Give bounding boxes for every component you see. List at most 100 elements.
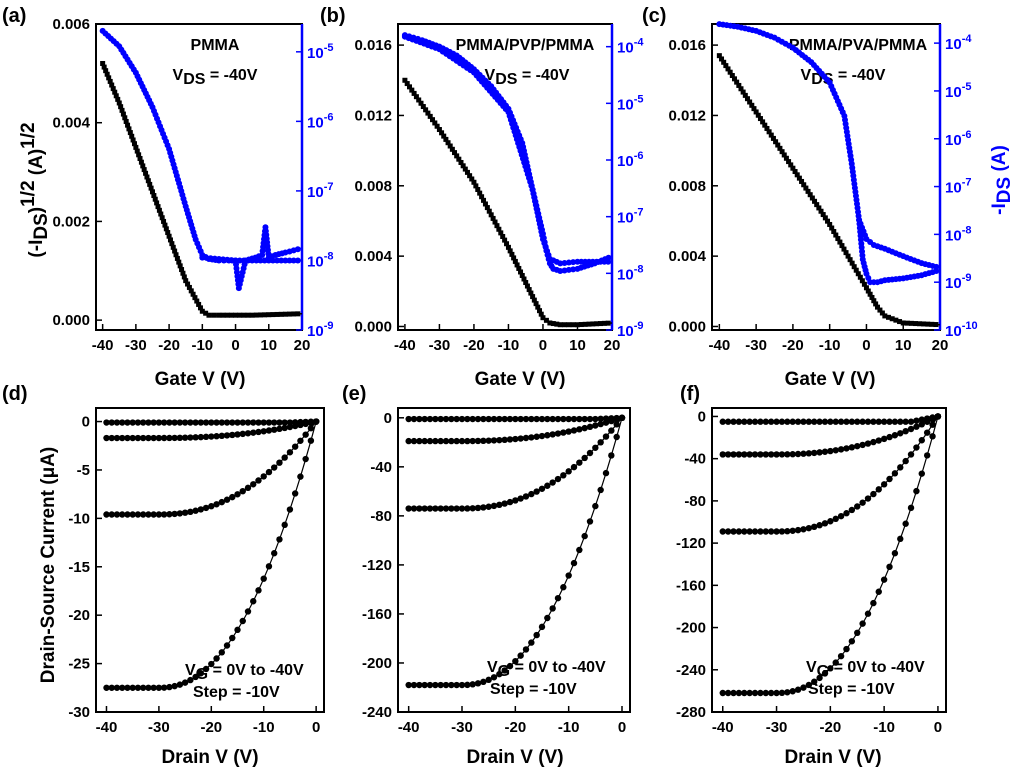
sqrt-id-marker	[413, 94, 419, 100]
output-marker	[458, 505, 466, 512]
sqrt-id-marker	[152, 196, 158, 202]
output-marker	[197, 433, 205, 441]
y-tick-label: 0.000	[668, 318, 706, 335]
x-tick-label: -20	[200, 719, 222, 736]
log-id-marker	[274, 257, 281, 264]
output-marker	[250, 481, 257, 488]
log-id-marker	[261, 257, 268, 264]
output-marker	[805, 418, 813, 425]
sqrt-id-marker	[721, 59, 727, 65]
sqrt-id-marker	[835, 236, 841, 242]
output-marker	[719, 451, 726, 458]
sqrt-id-marker	[423, 107, 429, 113]
output-marker	[405, 415, 412, 423]
sqrt-id-marker	[831, 229, 837, 235]
x-tick-label: -30	[766, 719, 788, 736]
y-tick-label: -120	[362, 557, 392, 574]
output-marker	[832, 447, 839, 454]
output-marker	[113, 684, 121, 691]
output-marker	[197, 506, 205, 513]
output-marker	[773, 689, 780, 697]
panel-d-step: Step = -10V	[193, 684, 280, 701]
log-id-marker	[294, 257, 301, 264]
log-id-marker	[286, 257, 293, 264]
output-marker	[891, 470, 899, 477]
output-marker	[778, 451, 786, 458]
panel-e-axes: -40 -30 -20 -10 0 0 -40 -80 -120 -160 -200 -240	[362, 407, 631, 736]
output-marker	[821, 448, 829, 455]
y2-tick-label: 10-7	[617, 207, 643, 227]
sqrt-id-marker	[723, 63, 729, 69]
output-marker	[730, 528, 737, 535]
x-tick-label: -10	[819, 337, 841, 354]
sqrt-id-marker	[521, 276, 527, 282]
output-marker	[208, 433, 215, 440]
output-marker	[145, 684, 152, 691]
output-marker	[897, 418, 904, 425]
sqrt-id-marker	[803, 185, 809, 191]
output-marker	[533, 415, 540, 423]
sqrt-id-marker	[594, 321, 600, 327]
output-marker	[816, 418, 823, 425]
sqrt-id-marker	[731, 76, 737, 82]
sqrt-id-marker	[180, 270, 186, 276]
sqrt-id-marker	[837, 239, 843, 245]
output-marker	[160, 684, 168, 691]
output-marker	[581, 454, 588, 462]
y-tick-label: -120	[676, 535, 706, 552]
output-marker	[762, 689, 769, 697]
output-marker	[103, 684, 110, 691]
output-marker	[773, 528, 780, 535]
sqrt-id-marker	[514, 262, 520, 268]
output-marker	[442, 437, 450, 445]
output-marker	[474, 437, 482, 445]
sqrt-id-marker	[192, 295, 198, 301]
x-tick-label: -20	[820, 719, 842, 736]
y-tick-label: 0	[384, 410, 392, 427]
y2-tick-label: 10-4	[945, 33, 972, 53]
sqrt-id-marker	[851, 264, 857, 270]
output-curve	[408, 417, 623, 510]
x-tick-label: -30	[125, 337, 147, 354]
y2-tick-label: 10-5	[307, 42, 333, 62]
sqrt-id-marker	[133, 144, 139, 150]
output-marker	[485, 676, 492, 684]
sqrt-id-marker	[488, 212, 494, 218]
output-marker	[549, 415, 556, 423]
output-marker	[821, 520, 829, 527]
sqrt-id-marker	[134, 148, 140, 154]
output-marker	[843, 445, 850, 452]
y-tick-label: -20	[68, 607, 90, 624]
output-marker	[208, 419, 215, 426]
output-marker	[565, 415, 572, 423]
sqrt-id-marker	[775, 142, 781, 148]
sqrt-id-marker	[196, 301, 202, 307]
output-marker	[751, 528, 759, 535]
output-marker	[784, 689, 791, 696]
sqrt-id-marker	[874, 304, 880, 310]
sqrt-id-marker	[912, 321, 918, 327]
sqrt-id-marker	[409, 87, 415, 93]
output-marker	[501, 415, 508, 423]
sqrt-id-marker	[140, 163, 146, 169]
sqrt-id-marker	[550, 321, 556, 327]
y-tick-label: 0	[82, 414, 90, 431]
output-marker	[512, 435, 519, 443]
output-marker	[405, 505, 412, 512]
sqrt-id-marker	[531, 297, 537, 303]
sqrt-id-marker	[494, 223, 500, 229]
sqrt-id-marker	[827, 221, 833, 227]
sqrt-id-marker	[562, 322, 568, 328]
output-marker	[602, 433, 610, 440]
output-marker	[160, 419, 168, 426]
output-marker	[897, 430, 904, 437]
x-tick-label: 10	[569, 337, 586, 354]
plot-frame	[711, 407, 947, 713]
sqrt-id-marker	[847, 257, 853, 263]
output-marker	[581, 415, 588, 423]
log-id-marker	[265, 257, 272, 264]
output-marker	[271, 464, 278, 471]
panel-f-xlabel: Drain V (V)	[784, 747, 881, 768]
sqrt-id-marker	[586, 321, 592, 327]
output-marker	[239, 419, 246, 426]
